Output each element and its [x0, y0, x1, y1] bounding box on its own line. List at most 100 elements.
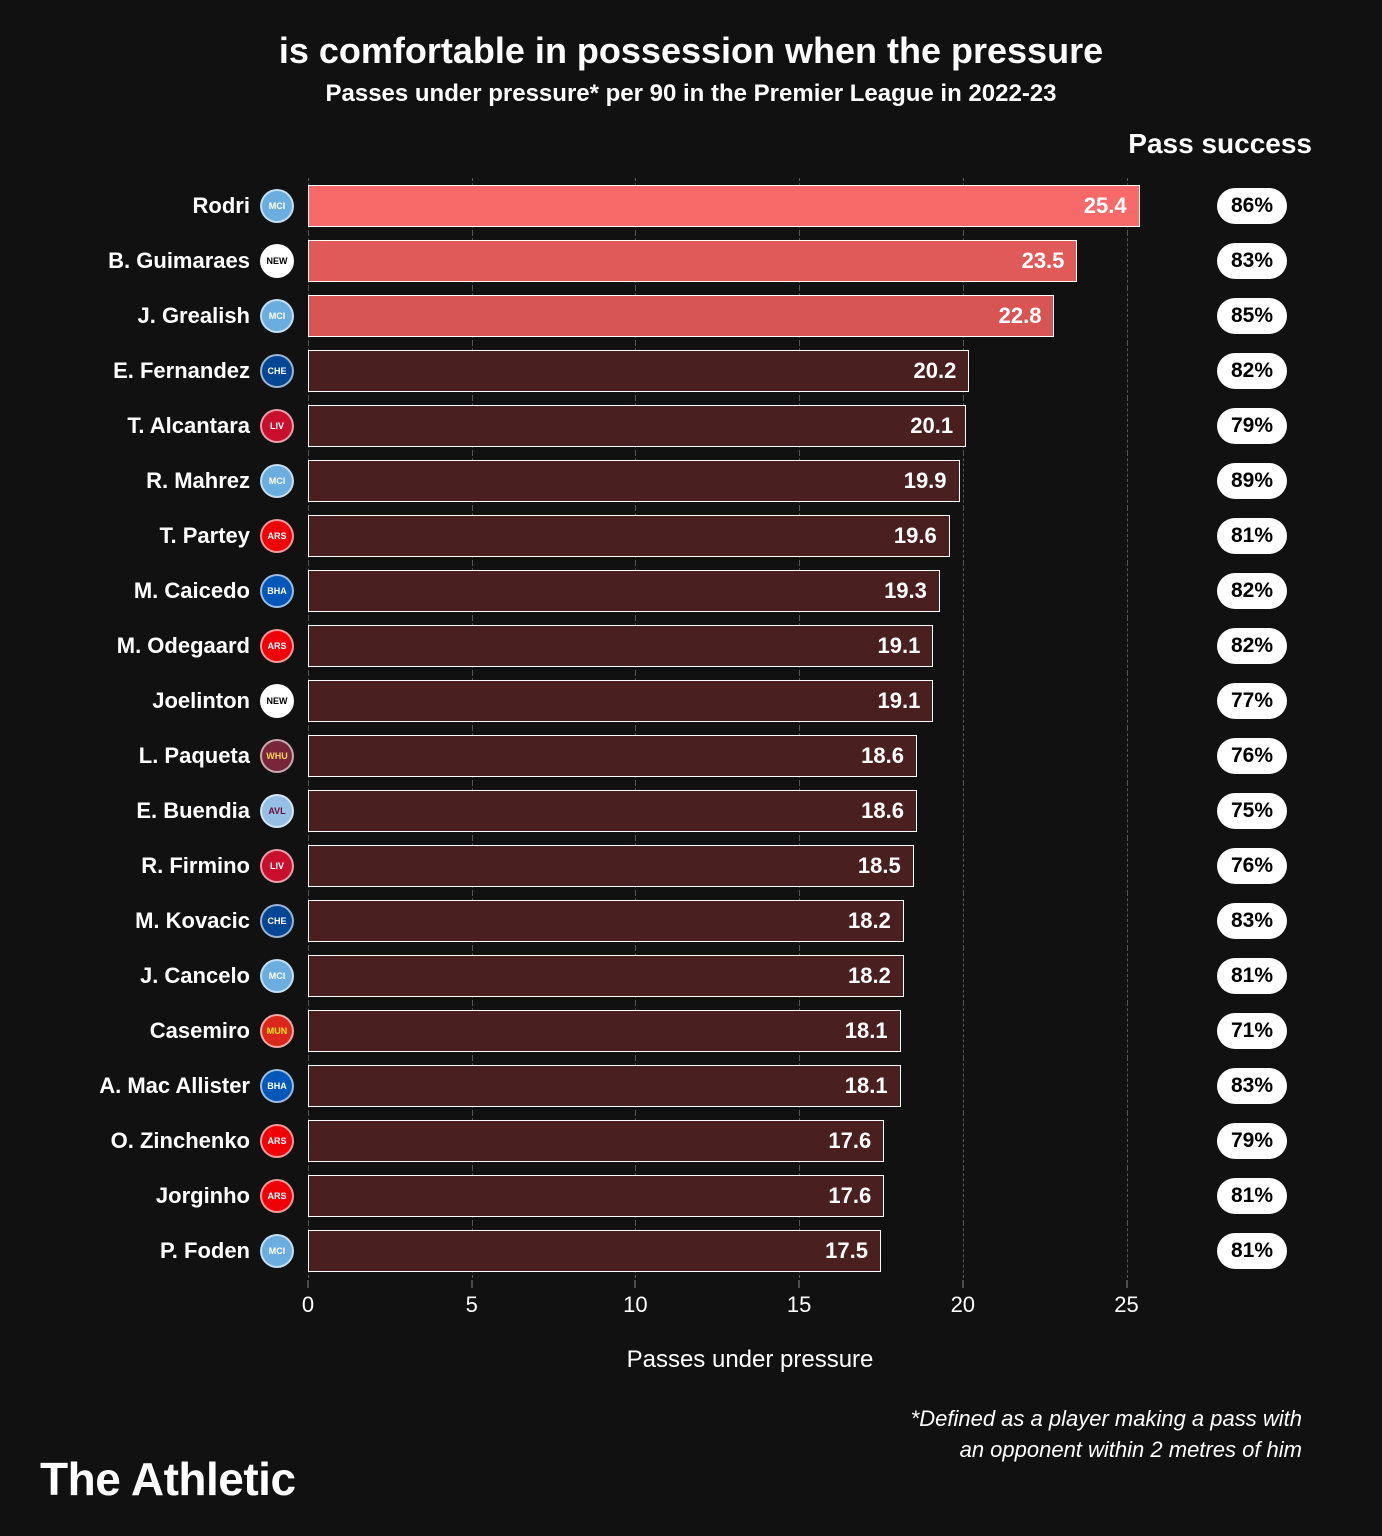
tick-label: 10 — [623, 1292, 647, 1318]
tick-mark — [635, 1280, 636, 1288]
brand-logo: The Athletic — [40, 1452, 296, 1506]
bar-area: 17.6 — [308, 1168, 1192, 1223]
team-badge-icon: MCI — [260, 299, 294, 333]
player-name: O. Zinchenko — [70, 1128, 260, 1154]
player-row: J. CanceloMCI18.281% — [70, 948, 1312, 1003]
success-column: 79% — [1192, 408, 1312, 444]
bar-value: 19.9 — [904, 468, 947, 494]
bar-value: 17.6 — [828, 1183, 871, 1209]
bar-value: 18.1 — [845, 1018, 888, 1044]
player-row: JorginhoARS 17.6 81% — [70, 1168, 1312, 1223]
bar-value: 19.1 — [878, 688, 921, 714]
grid-line — [963, 783, 964, 838]
chart-title: is comfortable in possession when the pr… — [40, 30, 1342, 72]
player-name: T. Partey — [70, 523, 260, 549]
bar: 17.5 — [308, 1230, 881, 1272]
player-row: T. ParteyARS19.681% — [70, 508, 1312, 563]
bar-area: 17.6 — [308, 1113, 1192, 1168]
bar-value: 19.1 — [878, 633, 921, 659]
grid-line — [963, 1003, 964, 1058]
player-row: CasemiroMUN18.171% — [70, 1003, 1312, 1058]
chart-container: Pass success RodriMCI25.486%B. Guimaraes… — [70, 138, 1312, 1374]
team-badge-icon: CHE — [260, 904, 294, 938]
pass-success-pill: 89% — [1217, 463, 1287, 499]
tick-label: 25 — [1114, 1292, 1138, 1318]
bar-value: 18.2 — [848, 963, 891, 989]
bar-area: 19.6 — [308, 508, 1192, 563]
bar: 18.2 — [308, 955, 904, 997]
grid-line — [963, 948, 964, 1003]
team-badge-icon: MUN — [260, 1014, 294, 1048]
bar-value: 20.1 — [910, 413, 953, 439]
success-column: 83% — [1192, 1068, 1312, 1104]
success-column: 81% — [1192, 1178, 1312, 1214]
bar: 19.3 — [308, 570, 940, 612]
chart-subtitle: Passes under pressure* per 90 in the Pre… — [40, 80, 1342, 108]
player-row: E. BuendiaAVL18.675% — [70, 783, 1312, 838]
bar-area: 23.5 — [308, 233, 1192, 288]
grid-line — [963, 1223, 964, 1278]
bar: 19.1 — [308, 680, 933, 722]
pass-success-pill: 81% — [1217, 958, 1287, 994]
bar-area: 18.5 — [308, 838, 1192, 893]
team-badge-icon: MCI — [260, 1234, 294, 1268]
success-column: 83% — [1192, 243, 1312, 279]
bar-area: 18.2 — [308, 948, 1192, 1003]
player-name: E. Buendia — [70, 798, 260, 824]
team-badge-icon: LIV — [260, 849, 294, 883]
tick-mark — [799, 1280, 800, 1288]
grid-line — [963, 728, 964, 783]
grid-line — [1127, 343, 1128, 398]
success-column: 77% — [1192, 683, 1312, 719]
grid-line — [1127, 1223, 1128, 1278]
grid-line — [1127, 673, 1128, 728]
team-badge-icon: CHE — [260, 354, 294, 388]
pass-success-pill: 75% — [1217, 793, 1287, 829]
bar-value: 19.3 — [884, 578, 927, 604]
player-row: M. OdegaardARS19.182% — [70, 618, 1312, 673]
grid-line — [1127, 563, 1128, 618]
player-row: L. PaquetaWHU18.676% — [70, 728, 1312, 783]
team-badge-icon: ARS — [260, 629, 294, 663]
bar: 20.2 — [308, 350, 969, 392]
tick-label: 5 — [466, 1292, 478, 1318]
player-row: R. MahrezMCI 19.9 89% — [70, 453, 1312, 508]
bar-area: 19.3 — [308, 563, 1192, 618]
grid-line — [1127, 1168, 1128, 1223]
player-name: J. Cancelo — [70, 963, 260, 989]
bar-area: 18.1 — [308, 1058, 1192, 1113]
pass-success-pill: 82% — [1217, 628, 1287, 664]
grid-line — [1127, 288, 1128, 343]
team-badge-icon: MCI — [260, 464, 294, 498]
player-name: Casemiro — [70, 1018, 260, 1044]
tick-label: 20 — [951, 1292, 975, 1318]
player-name: R. Mahrez — [70, 468, 260, 494]
pass-success-pill: 79% — [1217, 408, 1287, 444]
grid-line — [1127, 398, 1128, 453]
bar: 25.4 — [308, 185, 1140, 227]
pass-success-pill: 86% — [1217, 188, 1287, 224]
player-row: RodriMCI25.486% — [70, 178, 1312, 233]
bar-value: 18.6 — [861, 743, 904, 769]
player-row: M. KovacicCHE18.283% — [70, 893, 1312, 948]
bar: 22.8 — [308, 295, 1054, 337]
bar: 18.5 — [308, 845, 914, 887]
grid-line — [963, 453, 964, 508]
success-column: 82% — [1192, 353, 1312, 389]
bar: 17.6 — [308, 1120, 884, 1162]
team-badge-icon: MCI — [260, 189, 294, 223]
bar-value: 23.5 — [1022, 248, 1065, 274]
pass-success-pill: 82% — [1217, 353, 1287, 389]
grid-line — [1127, 1113, 1128, 1168]
bar-value: 18.1 — [845, 1073, 888, 1099]
tick-mark — [1126, 1280, 1127, 1288]
success-column: 75% — [1192, 793, 1312, 829]
team-badge-icon: ARS — [260, 1179, 294, 1213]
team-badge-icon: ARS — [260, 519, 294, 553]
team-badge-icon: LIV — [260, 409, 294, 443]
bar-area: 22.8 — [308, 288, 1192, 343]
player-name: Jorginho — [70, 1183, 260, 1209]
bar-area: 19.1 — [308, 673, 1192, 728]
bar: 20.1 — [308, 405, 966, 447]
bar-value: 18.2 — [848, 908, 891, 934]
